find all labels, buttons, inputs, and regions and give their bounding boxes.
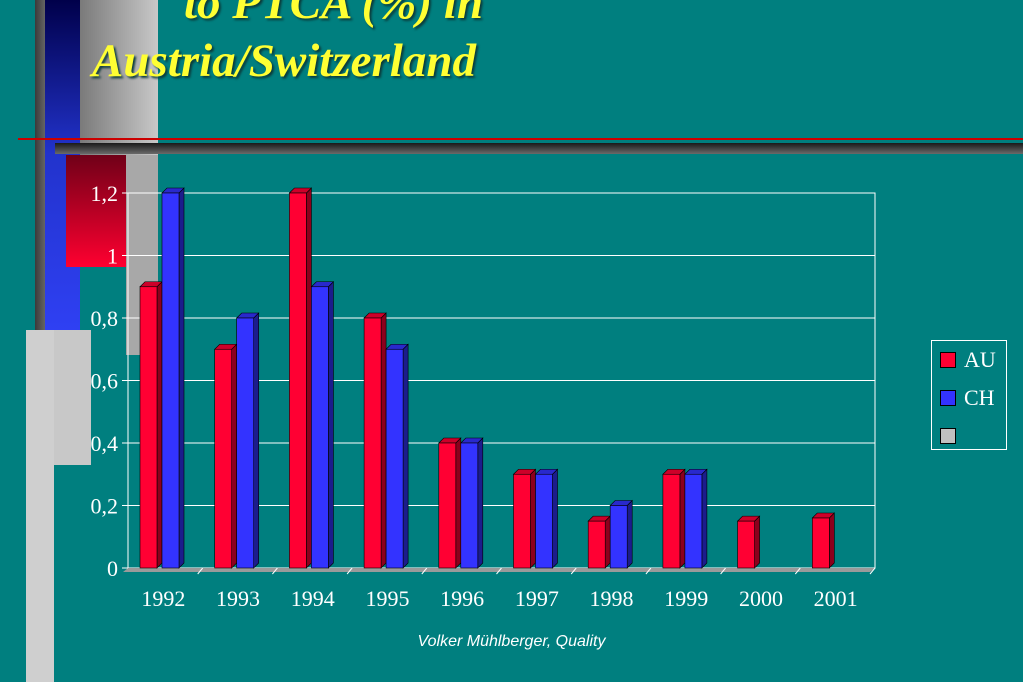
y-tick-label: 0,8 — [91, 306, 119, 331]
bar-ch — [609, 505, 628, 569]
x-tick-mark — [197, 567, 204, 575]
bar-au — [139, 286, 158, 569]
bar-side-ch — [626, 499, 633, 569]
bar-au — [737, 520, 755, 569]
bar-au — [438, 442, 457, 569]
x-tick-mark — [645, 567, 652, 575]
bar-ch — [385, 348, 404, 569]
bar-au — [363, 317, 382, 569]
decor-gray-bar-mid — [80, 0, 158, 155]
bar-au — [214, 348, 232, 569]
x-tick-mark — [346, 567, 353, 575]
x-tick-label: 1996 — [440, 586, 484, 611]
legend-swatch — [940, 390, 956, 406]
bar-au — [587, 520, 606, 569]
bar-side-ch — [701, 468, 708, 569]
bar-ch — [236, 317, 254, 569]
x-tick-mark — [570, 567, 577, 575]
x-tick-label: 2000 — [739, 586, 783, 611]
bar-side-au — [679, 468, 686, 569]
y-tick-label: 0,6 — [91, 369, 119, 394]
bar-side-ch — [253, 312, 260, 569]
bar-side-ch — [328, 281, 334, 569]
bar-au — [289, 192, 307, 569]
x-tick-mark — [720, 567, 726, 575]
plot-floor — [123, 568, 875, 572]
chart-legend: AU CH — [931, 340, 1007, 450]
x-tick-label: 1993 — [216, 586, 260, 611]
bar-side-au — [754, 515, 760, 569]
x-tick-label: 1995 — [365, 586, 409, 611]
bar-au — [513, 473, 531, 569]
decor-light-bar — [49, 330, 91, 465]
x-tick-label: 1994 — [291, 586, 335, 611]
x-tick-label: 1998 — [590, 586, 634, 611]
bar-side-au — [380, 312, 387, 569]
y-tick-label: 1,2 — [91, 181, 119, 206]
footer-credit: Volker Mühlberger, Quality — [417, 633, 606, 650]
title-line-2: Austria/Switzerland — [92, 35, 476, 87]
bar-side-ch — [178, 187, 185, 569]
x-tick-label: 2001 — [814, 586, 858, 611]
x-tick-mark — [421, 567, 428, 575]
decor-red-block — [66, 155, 126, 267]
x-tick-mark — [869, 567, 876, 575]
y-tick-label: 0,4 — [91, 431, 119, 456]
bar-ch — [684, 473, 703, 569]
bar-au — [662, 473, 681, 569]
decor-shadow-rule — [55, 143, 1023, 154]
bar-side-au — [604, 515, 611, 569]
bar-side-ch — [402, 343, 409, 569]
bar-ch — [311, 286, 329, 569]
bar-side-au — [231, 343, 237, 569]
bar-side-au — [455, 437, 462, 569]
bar-side-au — [828, 512, 835, 569]
y-tick-label: 0,2 — [91, 494, 119, 519]
legend-label: CH — [964, 385, 995, 410]
legend-label: AU — [964, 347, 996, 372]
x-tick-mark — [272, 567, 278, 575]
x-tick-label: 1997 — [515, 586, 559, 611]
y-tick-label: 0 — [107, 556, 118, 581]
bar-side-au — [306, 187, 312, 569]
slide-title: to PTCA (%) in Austria/Switzerland — [92, 0, 692, 90]
bar-au — [811, 517, 830, 569]
bar-side-au — [156, 281, 163, 569]
y-tick-label: 1 — [107, 244, 118, 269]
decor-red-rule — [18, 138, 1023, 140]
bar-side-ch — [552, 468, 558, 569]
x-tick-label: 1999 — [664, 586, 708, 611]
decor-lightgray-column — [26, 330, 54, 682]
x-tick-label: 1992 — [141, 586, 185, 611]
bar-ch — [460, 442, 479, 569]
legend-swatch — [940, 428, 956, 444]
bar-ch — [535, 473, 553, 569]
title-line-1: to PTCA (%) in — [184, 0, 483, 29]
bar-ch — [161, 192, 180, 569]
bar-side-au — [530, 468, 536, 569]
x-tick-mark — [794, 567, 801, 575]
x-tick-mark — [496, 567, 502, 575]
bar-side-ch — [477, 437, 484, 569]
legend-swatch — [940, 352, 956, 368]
